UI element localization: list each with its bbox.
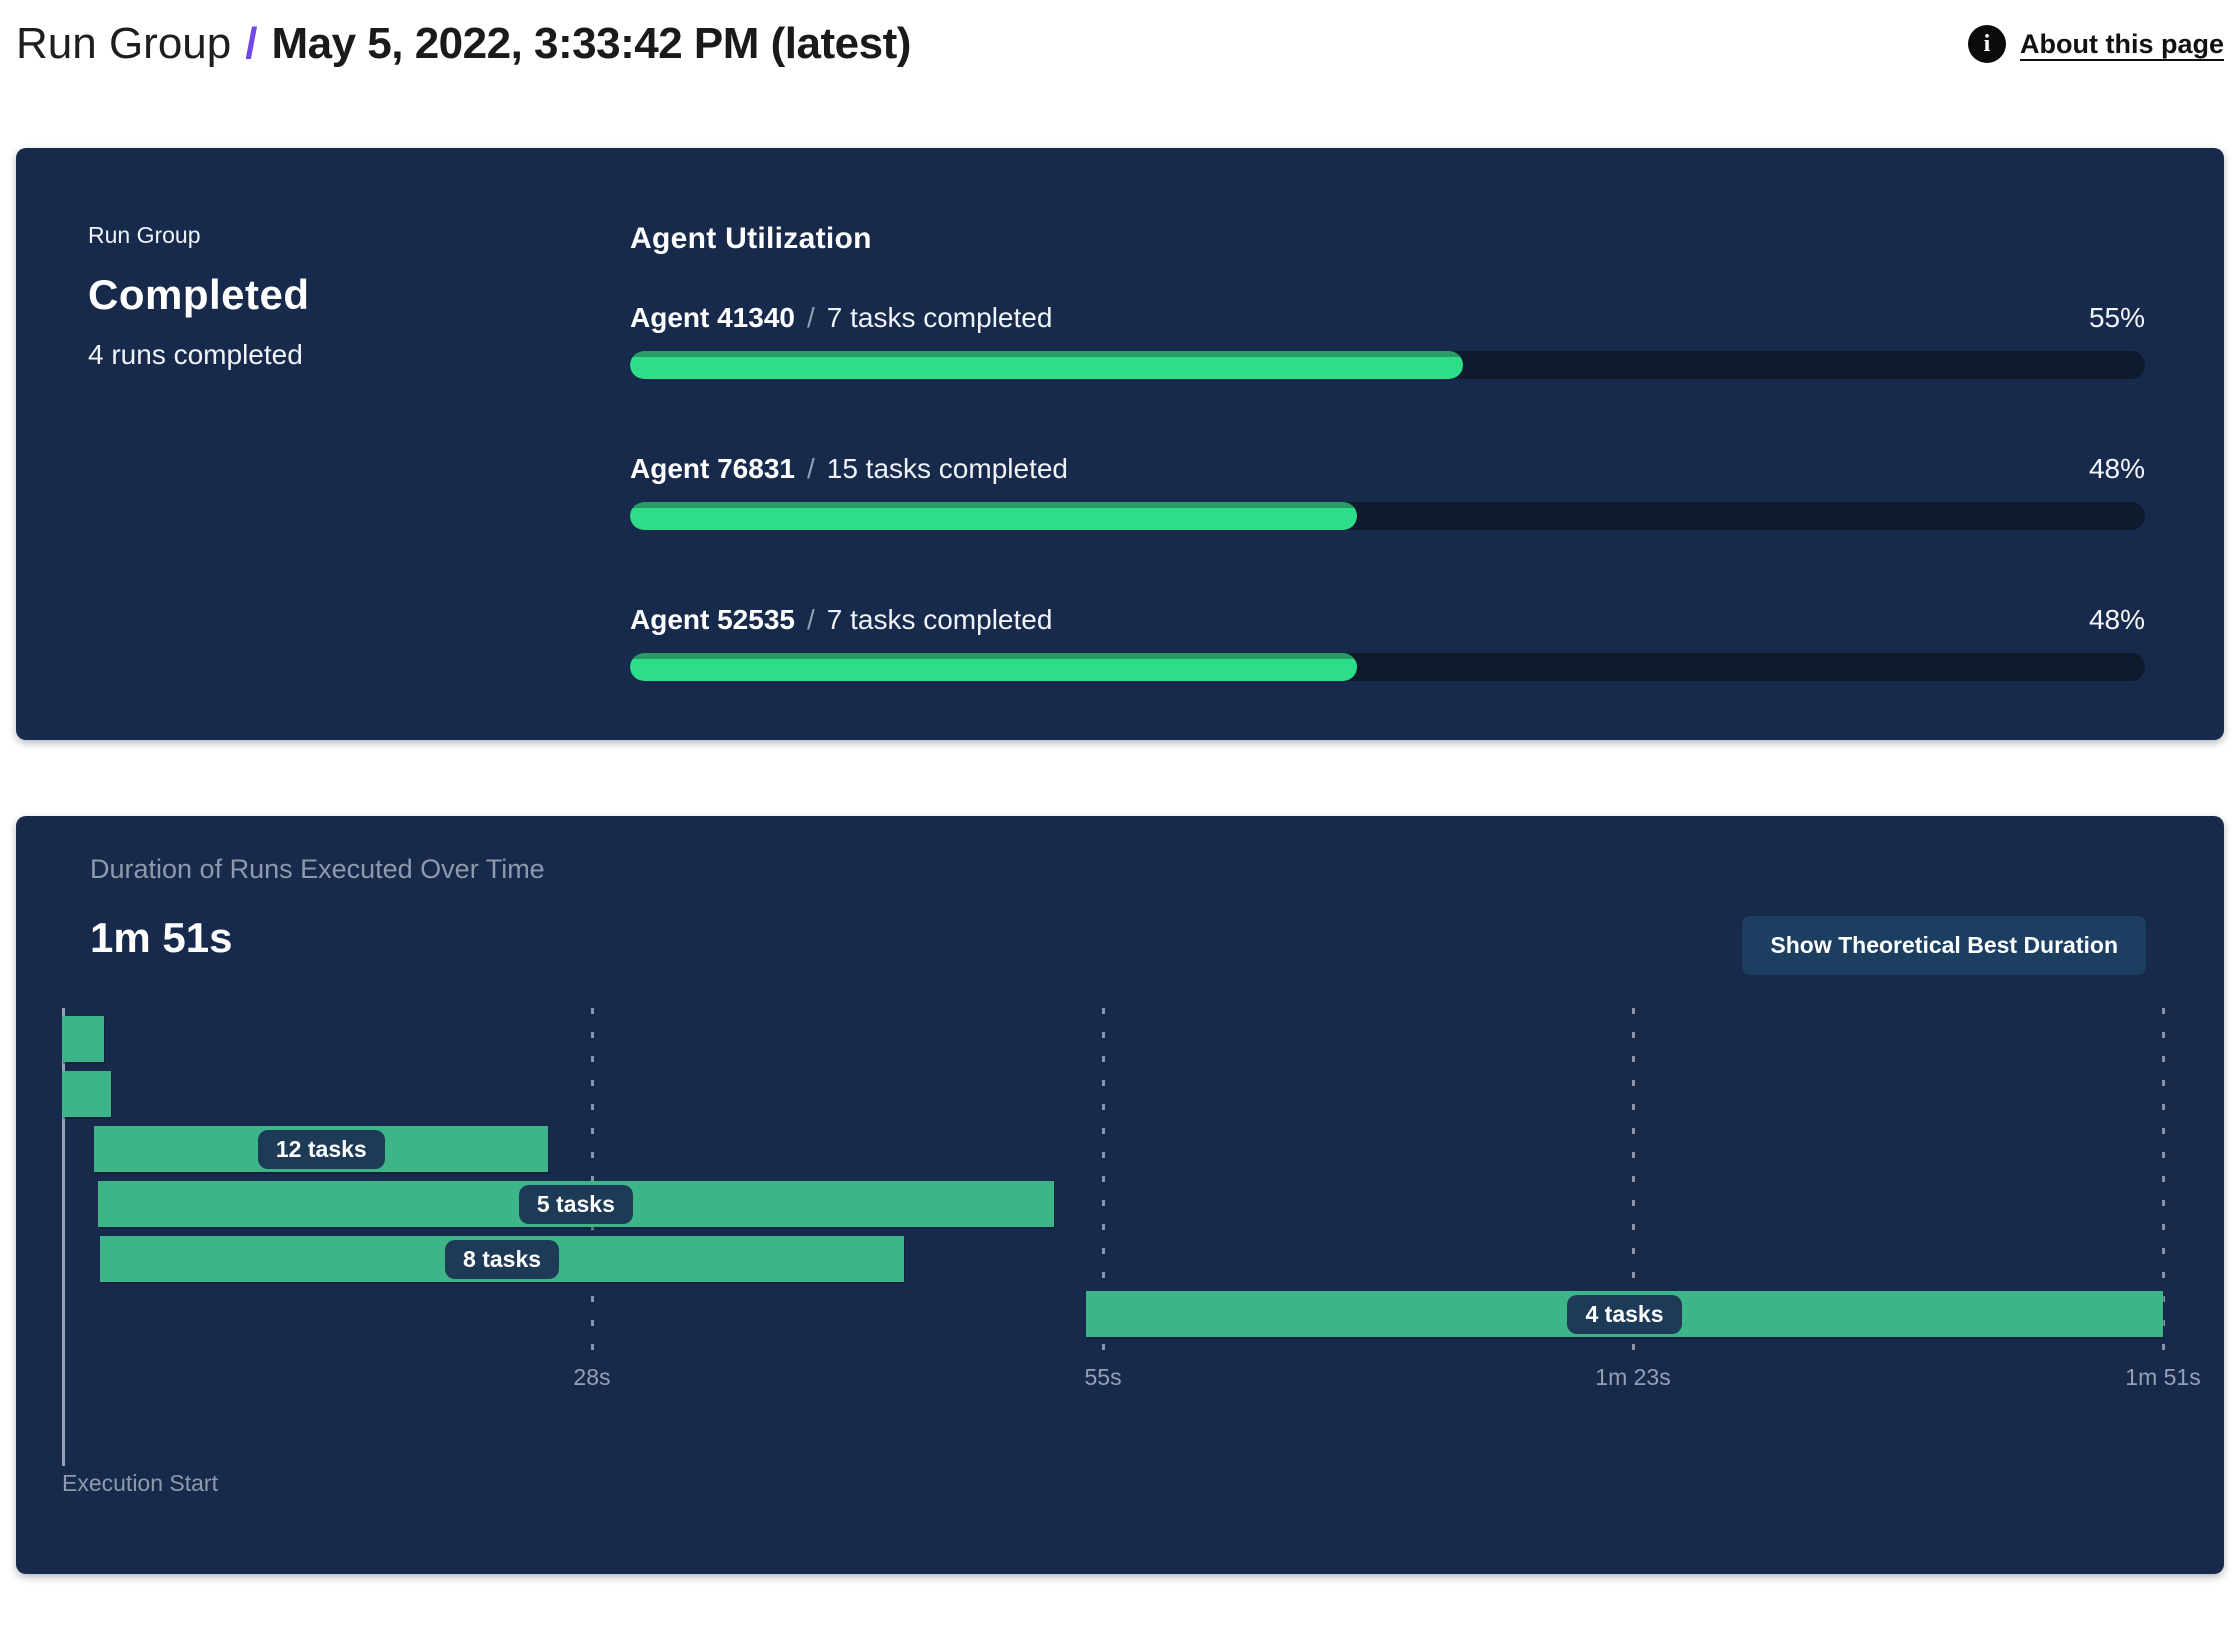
agent-tasks-completed: 7 tasks completed bbox=[826, 302, 1053, 333]
run-group-summary: Run Group Completed 4 runs completed bbox=[88, 222, 630, 740]
task-count-badge: 5 tasks bbox=[518, 1184, 633, 1224]
run-group-status-panel: Run Group Completed 4 runs completed Age… bbox=[16, 148, 2224, 740]
run-bar[interactable]: 4 tasks bbox=[1086, 1291, 2163, 1337]
agent-utilization-labels: Agent 76831 / 15 tasks completed 48% bbox=[630, 453, 2145, 485]
agent-utilization-row: Agent 41340 / 7 tasks completed 55% bbox=[630, 302, 2145, 379]
agent-utilization-percent: 55% bbox=[2088, 302, 2145, 333]
run-bar[interactable]: 8 tasks bbox=[99, 1236, 905, 1282]
agent-tasks-completed: 7 tasks completed bbox=[826, 604, 1053, 635]
duration-panel: Duration of Runs Executed Over Time 1m 5… bbox=[16, 816, 2224, 1574]
agent-name: Agent 76831 bbox=[630, 453, 795, 484]
run-bar[interactable]: 5 tasks bbox=[97, 1181, 1054, 1227]
run-bar[interactable] bbox=[62, 1071, 112, 1117]
gridline bbox=[1632, 1008, 1636, 1356]
agent-separator: / bbox=[806, 453, 815, 484]
agent-utilization-percent: 48% bbox=[2088, 604, 2145, 635]
task-count-badge: 8 tasks bbox=[445, 1239, 560, 1279]
x-axis-tick-label: 1m 51s bbox=[2125, 1364, 2201, 1390]
about-this-page-link[interactable]: i About this page bbox=[1968, 25, 2224, 63]
gridline bbox=[1102, 1008, 1106, 1356]
agent-separator: / bbox=[806, 302, 815, 333]
duration-gantt-chart: Execution Start 28s 55s 1m 23s 1m 51s 12 tas… bbox=[46, 1008, 2226, 1528]
utilization-bar-track bbox=[630, 502, 2145, 530]
run-group-status: Completed bbox=[88, 271, 310, 318]
info-icon: i bbox=[1968, 25, 2006, 63]
breadcrumb-separator: / bbox=[245, 19, 258, 68]
agent-utilization-row: Agent 76831 / 15 tasks completed 48% bbox=[630, 453, 2145, 530]
run-group-label: Run Group bbox=[88, 222, 201, 248]
agent-utilization-title: Agent Utilization bbox=[630, 222, 872, 255]
utilization-bar-fill bbox=[630, 351, 1464, 379]
execution-start-label: Execution Start bbox=[62, 1470, 218, 1496]
runs-completed-count: 4 runs completed bbox=[88, 339, 303, 370]
task-count-badge: 4 tasks bbox=[1567, 1294, 1682, 1334]
total-duration-value: 1m 51s bbox=[90, 914, 233, 961]
run-bar[interactable]: 12 tasks bbox=[94, 1126, 549, 1172]
execution-start-axis-line bbox=[62, 1008, 65, 1466]
agent-utilization-row: Agent 52535 / 7 tasks completed 48% bbox=[630, 604, 2145, 681]
agent-tasks-completed: 15 tasks completed bbox=[826, 453, 1068, 484]
utilization-bar-fill bbox=[630, 502, 1358, 530]
x-axis-tick-label: 28s bbox=[573, 1364, 611, 1390]
x-axis-tick-label: 55s bbox=[1084, 1364, 1122, 1390]
breadcrumb-run-group[interactable]: Run Group bbox=[16, 19, 232, 68]
utilization-bar-track bbox=[630, 653, 2145, 681]
utilization-bar-fill bbox=[630, 653, 1358, 681]
page-title: Run Group / May 5, 2022, 3:33:42 PM (lat… bbox=[16, 19, 911, 69]
agent-separator: / bbox=[806, 604, 815, 635]
x-axis-tick-label: 1m 23s bbox=[1595, 1364, 1671, 1390]
agent-utilization-percent: 48% bbox=[2088, 453, 2145, 484]
utilization-bar-track bbox=[630, 351, 2145, 379]
show-theoretical-best-duration-button[interactable]: Show Theoretical Best Duration bbox=[1742, 916, 2146, 975]
gridline bbox=[2162, 1008, 2165, 1356]
agent-utilization-labels: Agent 41340 / 7 tasks completed 55% bbox=[630, 302, 2145, 334]
duration-chart-title: Duration of Runs Executed Over Time bbox=[90, 854, 545, 884]
agent-utilization-section: Agent Utilization Agent 41340 / 7 tasks … bbox=[630, 222, 2145, 740]
agent-utilization-labels: Agent 52535 / 7 tasks completed 48% bbox=[630, 604, 2145, 636]
page-header: Run Group / May 5, 2022, 3:33:42 PM (lat… bbox=[16, 12, 2224, 76]
about-link-label: About this page bbox=[2020, 28, 2224, 59]
run-bar[interactable] bbox=[62, 1016, 104, 1062]
agent-name: Agent 41340 bbox=[630, 302, 795, 333]
task-count-badge: 12 tasks bbox=[257, 1129, 385, 1169]
agent-name: Agent 52535 bbox=[630, 604, 795, 635]
page-title-date: May 5, 2022, 3:33:42 PM (latest) bbox=[271, 19, 911, 68]
